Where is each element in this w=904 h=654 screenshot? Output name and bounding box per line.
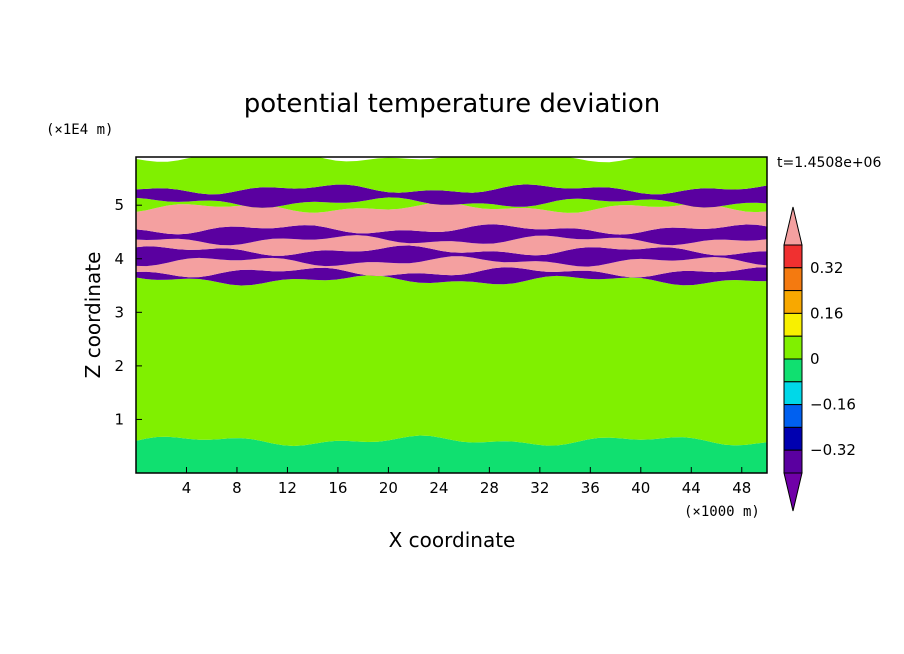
- contour-band: [136, 435, 767, 473]
- colorbar-swatch: [783, 267, 803, 292]
- colorbar-label: −0.16: [810, 396, 856, 414]
- y-tick-label: 3: [114, 303, 124, 321]
- x-tick-label: 24: [429, 479, 448, 497]
- x-tick-label: 12: [278, 479, 297, 497]
- contour-band: [136, 184, 767, 208]
- colorbar-swatch: [783, 381, 803, 406]
- x-unit-label: (×1000 m): [684, 504, 760, 520]
- colorbar-label: −0.32: [810, 441, 856, 459]
- x-axis-ticks: 4 8 12 16 20 24 28 32 36 40 44 48: [182, 467, 751, 497]
- x-axis-label: X coordinate: [389, 528, 516, 552]
- contour-band: [136, 224, 767, 246]
- contour-band: [136, 245, 767, 267]
- contour-band: [136, 267, 767, 286]
- colorbar-label: 0: [810, 350, 820, 368]
- x-tick-label: 28: [480, 479, 499, 497]
- x-tick-label: 40: [631, 479, 650, 497]
- colorbar-label: 0.32: [810, 259, 843, 277]
- x-tick-label: 32: [530, 479, 549, 497]
- colorbar-swatch: [783, 404, 803, 428]
- contour-band: [136, 157, 767, 195]
- colorbar-swatch: [783, 244, 803, 269]
- colorbar-label: 0.16: [810, 304, 843, 322]
- colorbar-bottom-arrow: [783, 472, 803, 512]
- colorbar-top-arrow: [783, 206, 803, 246]
- chart-title: potential temperature deviation: [244, 89, 660, 119]
- colorbar-swatch: [783, 426, 803, 451]
- y-tick-label: 4: [114, 250, 124, 268]
- colorbar-swatch: [783, 358, 803, 383]
- contour-band: [136, 197, 767, 213]
- x-tick-label: 36: [581, 479, 600, 497]
- contour-band: [136, 275, 767, 446]
- y-unit-label: (×1E4 m): [46, 122, 113, 138]
- colorbar-swatch: [783, 312, 803, 337]
- x-tick-label: 20: [379, 479, 398, 497]
- x-tick-label: 48: [732, 479, 751, 497]
- colorbar-swatch: [783, 290, 803, 314]
- plot-area: [136, 157, 767, 473]
- plot-frame: [135, 156, 768, 474]
- y-axis-label: Z coordinate: [81, 252, 105, 379]
- x-tick-label: 16: [328, 479, 347, 497]
- contour-band: [136, 235, 767, 256]
- contour-band: [136, 256, 767, 278]
- contour-band: [136, 202, 767, 235]
- y-axis-ticks: 1 2 3 4 5: [114, 196, 142, 428]
- colorbar: 0.32 0.16 0 −0.16 −0.32: [783, 206, 856, 512]
- x-tick-label: 4: [182, 479, 192, 497]
- y-tick-label: 1: [114, 410, 124, 428]
- y-tick-label: 5: [114, 196, 124, 214]
- colorbar-swatch: [783, 335, 803, 360]
- colorbar-swatch: [783, 449, 803, 474]
- y-tick-label: 2: [114, 357, 124, 375]
- time-label: t=1.4508e+06: [777, 155, 881, 171]
- x-tick-label: 44: [682, 479, 701, 497]
- x-tick-label: 8: [232, 479, 242, 497]
